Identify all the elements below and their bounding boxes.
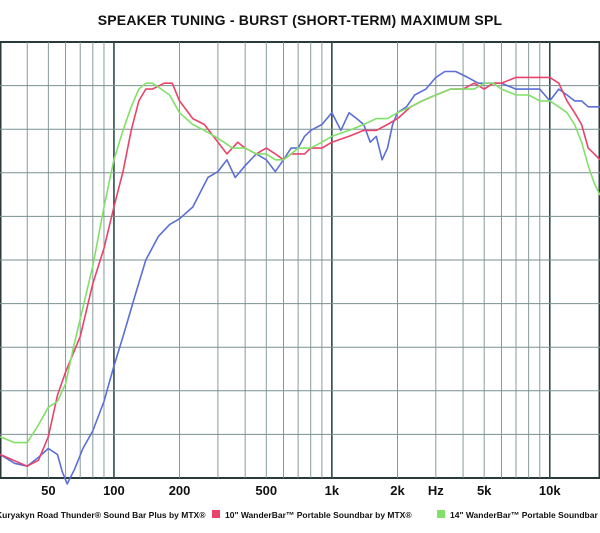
x-tick-label: 1k: [325, 483, 340, 498]
x-tick-label: 5k: [477, 483, 492, 498]
series-lines: [0, 70, 600, 485]
legend-swatch-2: [212, 510, 220, 518]
legend-swatch-3: [437, 510, 445, 518]
chart-title: SPEAKER TUNING - BURST (SHORT-TERM) MAXI…: [97, 12, 503, 28]
x-tick-labels: 50 100 200 500 1k 2k Hz 5k 10k: [41, 483, 561, 498]
x-tick-label: 50: [41, 483, 55, 498]
grid: [0, 41, 600, 479]
legend-label-2: 10" WanderBar™ Portable Soundbar by MTX®: [225, 510, 412, 520]
legend: Kuryakyn Road Thunder® Sound Bar Plus by…: [0, 510, 600, 520]
x-tick-label: 2k: [390, 483, 405, 498]
x-tick-label: 200: [169, 483, 191, 498]
series-line-3: [0, 82, 600, 444]
x-tick-label: 100: [103, 483, 125, 498]
x-tick-label: 10k: [539, 483, 561, 498]
legend-label-1: Kuryakyn Road Thunder® Sound Bar Plus by…: [0, 510, 206, 520]
x-tick-label: Hz: [428, 483, 444, 498]
legend-label-3: 14" WanderBar™ Portable Soundbar by MTX®: [450, 510, 600, 520]
x-tick-label: 500: [255, 483, 277, 498]
series-line-2: [0, 76, 600, 467]
